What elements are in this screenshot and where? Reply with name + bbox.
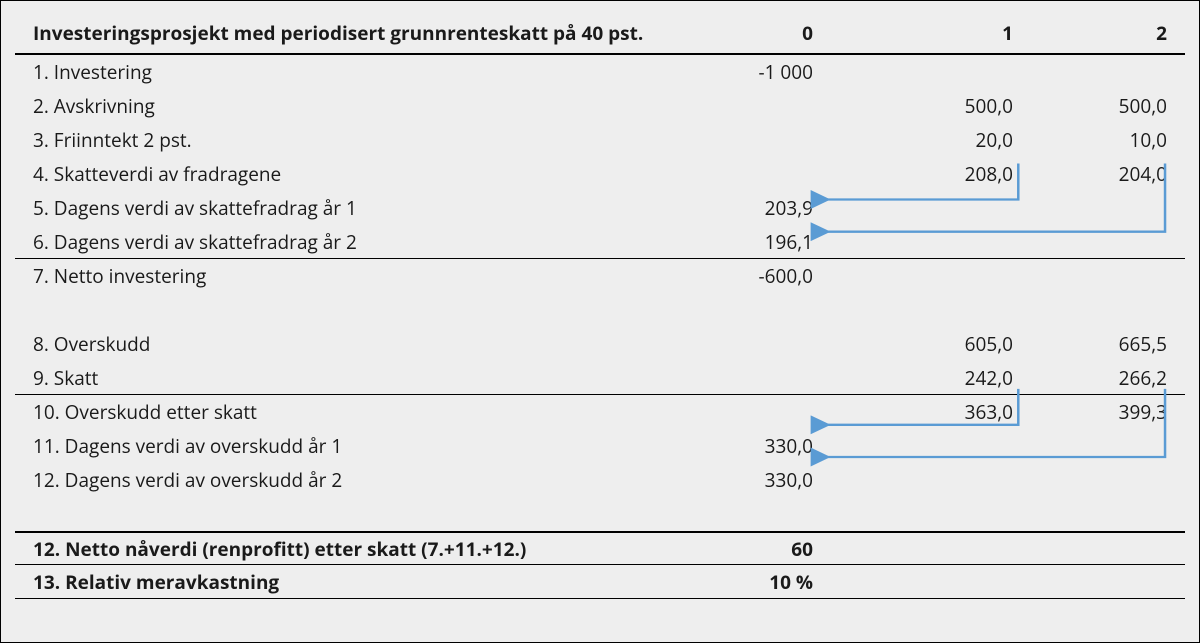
row-6: 6. Dagens verdi av skattefradrag år 2 19… [15, 225, 1185, 259]
row-11: 11. Dagens verdi av overskudd år 1 330,0 [15, 429, 1185, 463]
row-8-label: 8. Overskudd [15, 331, 655, 357]
row-1-label: 1. Investering [15, 59, 655, 85]
row-8: 8. Overskudd 605,0 665,5 [15, 327, 1185, 361]
row-3-c1: 20,0 [825, 127, 1025, 153]
row-12-c0: 330,0 [655, 467, 825, 493]
financial-table-page: Investeringsprosjekt med periodisert gru… [0, 0, 1200, 643]
header-title: Investeringsprosjekt med periodisert gru… [15, 20, 655, 46]
row-1-c0: -1 000 [655, 59, 825, 85]
row-14: 13. Relativ meravkastning 10 % [15, 565, 1185, 599]
row-12-label: 12. Dagens verdi av overskudd år 2 [15, 467, 655, 493]
row-4-c1: 208,0 [825, 161, 1025, 187]
spacer-2 [15, 497, 1185, 531]
row-9-c2: 266,2 [1025, 365, 1185, 391]
row-3: 3. Friinntekt 2 pst. 20,0 10,0 [15, 123, 1185, 157]
row-8-c1: 605,0 [825, 331, 1025, 357]
row-13-label: 12. Netto nåverdi (renprofitt) etter ska… [15, 536, 655, 562]
header-col-0: 0 [655, 20, 825, 46]
header-col-1: 1 [825, 20, 1025, 46]
row-12: 12. Dagens verdi av overskudd år 2 330,0 [15, 463, 1185, 497]
row-7-label: 7. Netto investering [15, 263, 655, 289]
row-1: 1. Investering -1 000 [15, 55, 1185, 89]
row-10: 10. Overskudd etter skatt 363,0 399,3 [15, 395, 1185, 429]
row-14-c0: 10 % [655, 569, 825, 595]
row-4-label: 4. Skatteverdi av fradragene [15, 161, 655, 187]
row-5-c0: 203,9 [655, 195, 825, 221]
row-2-c1: 500,0 [825, 93, 1025, 119]
row-9-label: 9. Skatt [15, 365, 655, 391]
row-2-c2: 500,0 [1025, 93, 1185, 119]
row-2: 2. Avskrivning 500,0 500,0 [15, 89, 1185, 123]
row-9: 9. Skatt 242,0 266,2 [15, 361, 1185, 395]
header-row: Investeringsprosjekt med periodisert gru… [15, 13, 1185, 55]
row-13: 12. Netto nåverdi (renprofitt) etter ska… [15, 531, 1185, 565]
row-5-label: 5. Dagens verdi av skattefradrag år 1 [15, 195, 655, 221]
spacer-1 [15, 293, 1185, 327]
row-10-label: 10. Overskudd etter skatt [15, 399, 655, 425]
row-11-label: 11. Dagens verdi av overskudd år 1 [15, 433, 655, 459]
row-10-c2: 399,3 [1025, 399, 1185, 425]
row-6-c0: 196,1 [655, 229, 825, 255]
row-3-label: 3. Friinntekt 2 pst. [15, 127, 655, 153]
row-4: 4. Skatteverdi av fradragene 208,0 204,0 [15, 157, 1185, 191]
row-8-c2: 665,5 [1025, 331, 1185, 357]
row-10-c1: 363,0 [825, 399, 1025, 425]
row-5: 5. Dagens verdi av skattefradrag år 1 20… [15, 191, 1185, 225]
row-13-c0: 60 [655, 536, 825, 562]
row-14-label: 13. Relativ meravkastning [15, 569, 655, 595]
row-7-c0: -600,0 [655, 263, 825, 289]
row-4-c2: 204,0 [1025, 161, 1185, 187]
financial-table: Investeringsprosjekt med periodisert gru… [15, 13, 1185, 599]
header-col-2: 2 [1025, 20, 1185, 46]
row-6-label: 6. Dagens verdi av skattefradrag år 2 [15, 229, 655, 255]
row-9-c1: 242,0 [825, 365, 1025, 391]
row-3-c2: 10,0 [1025, 127, 1185, 153]
row-11-c0: 330,0 [655, 433, 825, 459]
row-2-label: 2. Avskrivning [15, 93, 655, 119]
row-7: 7. Netto investering -600,0 [15, 259, 1185, 293]
